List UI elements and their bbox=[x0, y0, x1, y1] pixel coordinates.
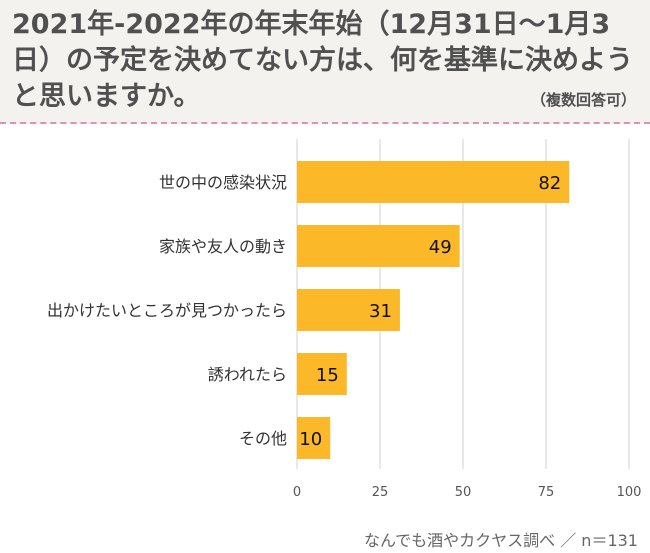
bar-4 bbox=[297, 417, 331, 459]
category-label-2: 出かけたいところが見つかったら bbox=[47, 301, 287, 320]
x-tick-label-1: 25 bbox=[372, 485, 389, 500]
bar-value-label-0: 82 bbox=[538, 173, 561, 194]
x-tick-label-4: 100 bbox=[617, 485, 642, 500]
x-tick-label-0: 0 bbox=[293, 485, 301, 500]
x-tick-label-3: 75 bbox=[538, 485, 555, 500]
bar-value-label-4: 10 bbox=[299, 429, 322, 450]
bar-value-label-1: 49 bbox=[429, 237, 452, 258]
bar-chart: 0 25 50 75 100 82 世の中の感染状況 49 家族や友人の動き 31 出かけたいところ… bbox=[47, 139, 642, 500]
bar-1 bbox=[297, 225, 460, 267]
bar-0 bbox=[297, 161, 570, 203]
category-label-3: 誘われたら bbox=[208, 365, 287, 384]
category-label-1: 家族や友人の動き bbox=[159, 237, 287, 256]
category-label-0: 世の中の感染状況 bbox=[159, 173, 287, 192]
x-tick-label-2: 50 bbox=[455, 485, 472, 500]
chart-header: 2021年-2022年の年末年始（12月31日〜1月3日）の予定を決めてない方は… bbox=[0, 0, 650, 124]
source-note: なんでも酒やカクヤス調べ ／ n＝131 bbox=[363, 531, 638, 550]
bar-3 bbox=[297, 353, 347, 395]
chart-title: 2021年-2022年の年末年始（12月31日〜1月3日）の予定を決めてない方は… bbox=[12, 9, 633, 112]
category-label-4: その他 bbox=[239, 429, 287, 448]
bar-value-label-2: 31 bbox=[369, 301, 392, 322]
bar-2 bbox=[297, 289, 400, 331]
bar-value-label-3: 15 bbox=[316, 365, 339, 386]
multiple-answer-note: （複数回答可） bbox=[530, 91, 636, 109]
